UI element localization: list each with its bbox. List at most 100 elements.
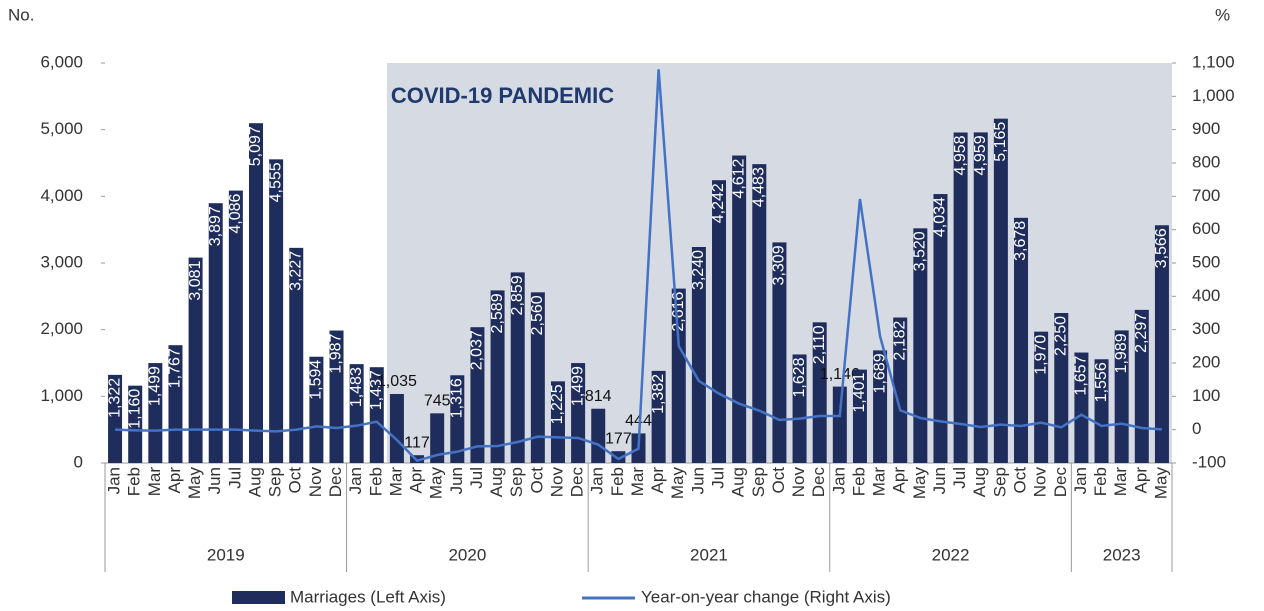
bar — [309, 356, 324, 463]
bar — [1014, 217, 1029, 463]
data-label: 1,225 — [549, 384, 566, 424]
data-label: 4,483 — [751, 167, 768, 207]
x-tick-label: Apr — [1131, 467, 1150, 494]
bar — [752, 164, 767, 463]
y-tick-label: 5,000 — [40, 119, 83, 138]
bar — [430, 413, 445, 463]
x-tick-label: Dec — [326, 467, 345, 498]
x-tick-label: Dec — [809, 467, 828, 498]
x-tick-label: Aug — [487, 467, 506, 497]
data-label: 3,897 — [207, 206, 224, 246]
y2-tick-label: 700 — [1192, 186, 1220, 205]
data-label: 177 — [605, 430, 632, 447]
x-tick-label: Nov — [789, 467, 808, 498]
x-tick-label: Apr — [407, 467, 426, 494]
x-tick-label: Sep — [507, 467, 526, 497]
y2-tick-label: 200 — [1192, 352, 1220, 371]
bar — [510, 272, 525, 463]
x-tick-label: Oct — [769, 467, 788, 494]
x-tick-label: Nov — [1031, 467, 1050, 498]
group-label: 2023 — [1103, 545, 1141, 564]
bar — [1114, 330, 1129, 463]
x-tick-label: Aug — [245, 467, 264, 497]
x-tick-label: Jan — [588, 467, 607, 494]
bar — [1134, 309, 1149, 463]
data-label: 3,678 — [1012, 221, 1029, 261]
x-tick-label: Aug — [970, 467, 989, 497]
x-tick-label: Mar — [386, 467, 405, 497]
y2-tick-label: 800 — [1192, 152, 1220, 171]
y-axis-label: No. — [8, 5, 34, 24]
y2-tick-label: 900 — [1192, 119, 1220, 138]
y2-tick-label: 1,100 — [1192, 52, 1235, 71]
data-label: 1,382 — [650, 374, 667, 414]
x-tick-label: Feb — [125, 467, 144, 496]
bar — [873, 350, 888, 463]
x-tick-label: Dec — [1051, 467, 1070, 498]
data-label: 2,037 — [469, 330, 486, 370]
bar — [591, 408, 606, 463]
x-tick-label: May — [1151, 467, 1170, 500]
x-tick-label: Sep — [266, 467, 285, 497]
data-label: 1,160 — [126, 389, 143, 429]
data-label: 4,958 — [952, 135, 969, 175]
x-tick-label: Jan — [829, 467, 848, 494]
y-tick-label: 0 — [74, 452, 83, 471]
bar — [329, 330, 344, 463]
x-tick-label: May — [185, 467, 204, 500]
data-label: 745 — [424, 393, 451, 410]
x-tick-label: May — [668, 467, 687, 500]
x-tick-label: Mar — [628, 467, 647, 497]
data-label: 1,499 — [147, 366, 164, 406]
x-tick-label: Feb — [849, 467, 868, 496]
y-tick-label: 1,000 — [40, 386, 83, 405]
group-label: 2021 — [690, 545, 728, 564]
bar — [832, 386, 847, 463]
data-label: 1,499 — [569, 366, 586, 406]
bar — [269, 159, 284, 464]
x-tick-label: Oct — [1010, 467, 1029, 494]
bar — [772, 242, 787, 463]
data-label: 1,657 — [1073, 355, 1090, 395]
bar — [128, 385, 143, 463]
group-label: 2022 — [932, 545, 970, 564]
bar — [933, 194, 948, 464]
line — [115, 69, 1163, 463]
x-tick-label: Oct — [286, 467, 305, 494]
x-tick-label: Apr — [165, 467, 184, 494]
data-label: 3,566 — [1153, 228, 1170, 268]
data-label: 4,086 — [227, 194, 244, 234]
bar — [1034, 331, 1049, 463]
data-label: 1,689 — [871, 353, 888, 393]
x-tick-label: Nov — [547, 467, 566, 498]
annotation: COVID-19 PANDEMIC — [391, 83, 614, 108]
x-tick-label: Jul — [950, 467, 969, 489]
x-tick-label: Nov — [306, 467, 325, 498]
x-tick-label: Mar — [145, 467, 164, 497]
x-tick-label: Jun — [930, 467, 949, 494]
x-tick-label: Feb — [366, 467, 385, 496]
legend-swatch — [232, 591, 285, 604]
y2-tick-label: -100 — [1192, 452, 1226, 471]
y-tick-label: 6,000 — [40, 52, 83, 71]
data-label: 1,316 — [449, 378, 466, 418]
y2-tick-label: 300 — [1192, 319, 1220, 338]
bar — [893, 317, 908, 463]
data-label: 4,612 — [730, 158, 747, 198]
bar — [993, 118, 1008, 464]
x-tick-label: Jan — [105, 467, 124, 494]
bar — [248, 123, 263, 463]
x-tick-label: Apr — [890, 467, 909, 494]
data-label: 1,035 — [377, 373, 417, 390]
data-label: 3,240 — [690, 250, 707, 290]
data-label: 3,227 — [287, 251, 304, 291]
x-tick-label: Sep — [990, 467, 1009, 497]
data-label: 2,182 — [891, 320, 908, 360]
group-label: 2019 — [207, 545, 245, 564]
x-tick-label: Aug — [729, 467, 748, 497]
bar — [188, 257, 203, 463]
bar — [671, 288, 686, 463]
data-label: 5,165 — [992, 122, 1009, 162]
bar — [389, 394, 404, 463]
bar — [812, 322, 827, 463]
